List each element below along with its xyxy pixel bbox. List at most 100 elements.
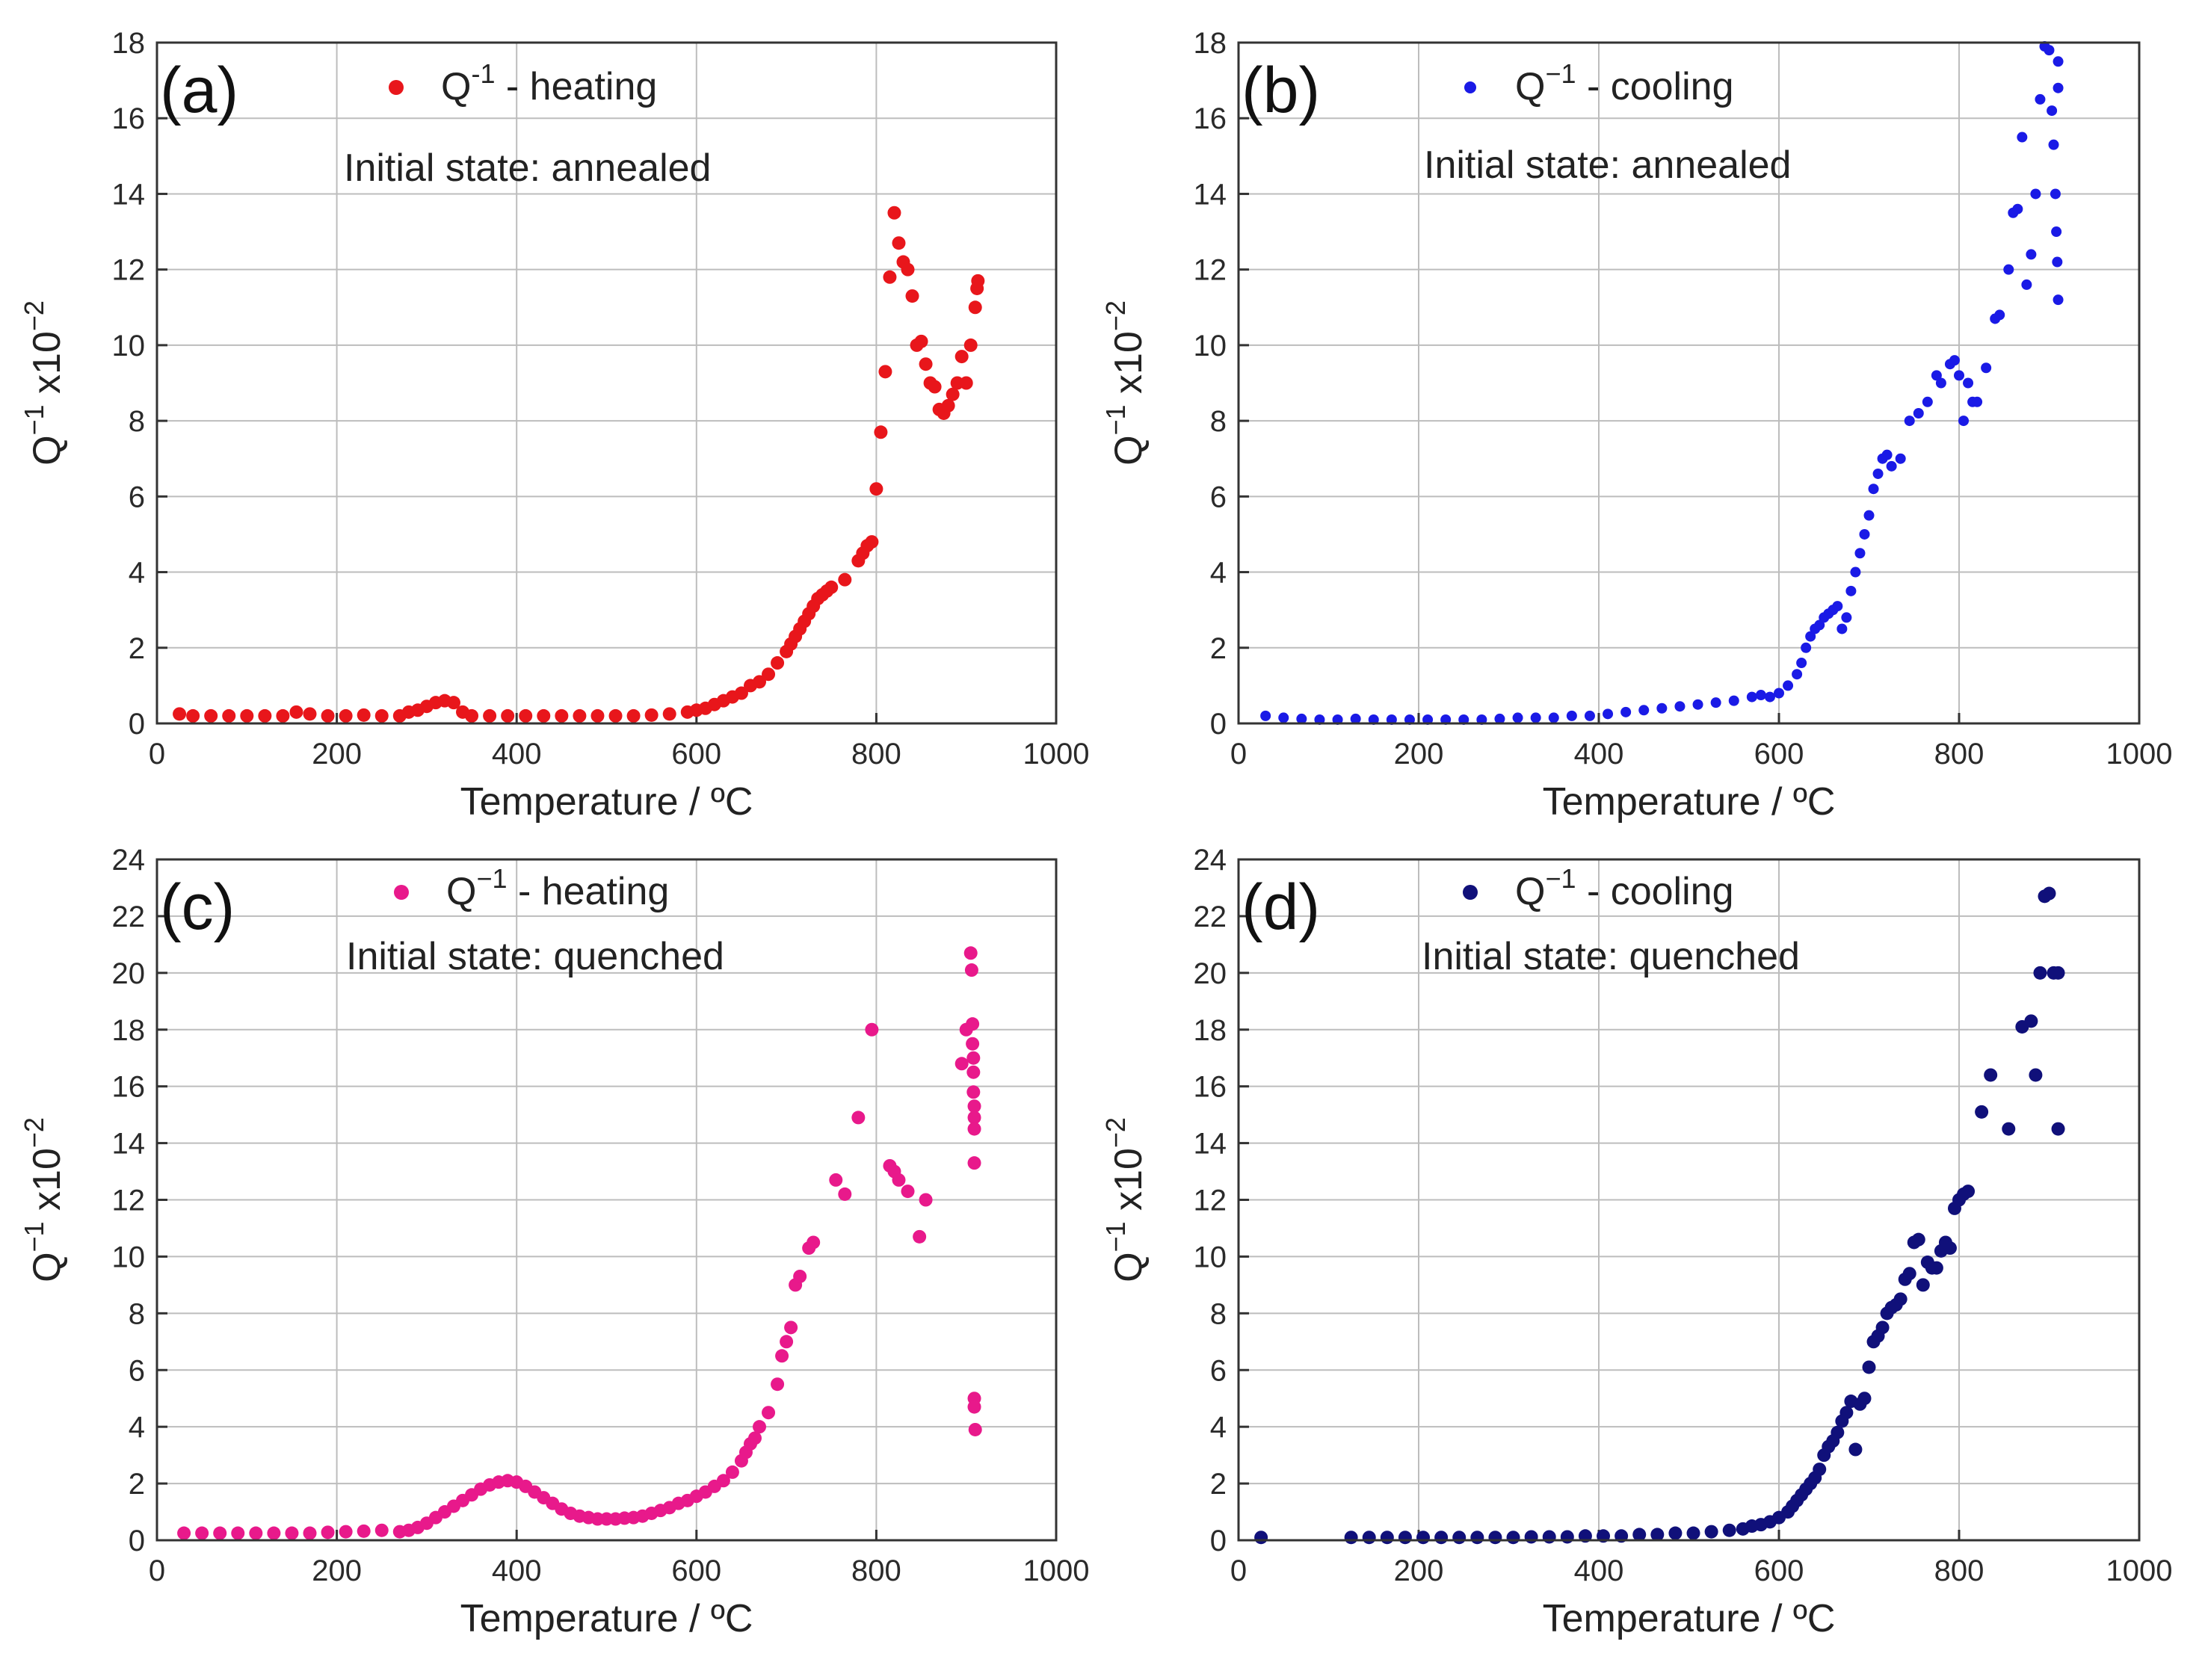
panel-label: (d) <box>1242 871 1320 943</box>
plot-frame <box>1237 41 2141 725</box>
data-point <box>1710 697 1721 708</box>
data-point <box>2003 264 2014 275</box>
data-point <box>339 708 353 723</box>
legend-text: Q <box>446 870 476 913</box>
data-point <box>1650 1528 1665 1542</box>
data-point <box>1638 705 1650 716</box>
legend-suffix: - cooling <box>1576 870 1734 913</box>
data-point <box>1686 1526 1700 1540</box>
data-series <box>173 206 985 723</box>
data-point <box>374 708 389 723</box>
data-point <box>963 338 978 352</box>
y-label-mult-sup: −2 <box>19 300 49 331</box>
y-tick-label: 4 <box>1210 1411 1227 1444</box>
data-point <box>1632 1528 1647 1542</box>
data-point <box>869 482 883 496</box>
x-tick-label: 600 <box>671 1554 721 1587</box>
data-point <box>1913 407 1924 419</box>
data-point <box>1862 1360 1876 1374</box>
data-point <box>966 1037 980 1051</box>
data-point <box>285 1526 299 1540</box>
x-axis-label: Temperature / ºC <box>460 780 753 824</box>
data-point <box>959 376 973 390</box>
y-tick-label: 10 <box>112 1241 146 1273</box>
data-point <box>913 1229 927 1244</box>
data-point <box>240 708 254 723</box>
data-point <box>608 708 623 723</box>
y-axis-label: Q−1 x10−2 <box>1100 1117 1150 1282</box>
data-point <box>1440 714 1452 725</box>
data-point <box>1488 1531 1502 1545</box>
data-point <box>2051 1122 2065 1136</box>
data-point <box>1380 1531 1394 1545</box>
y-tick-label: 14 <box>1194 178 1227 211</box>
data-point <box>919 357 933 371</box>
data-point <box>919 1193 933 1207</box>
data-point <box>941 398 955 413</box>
legend-label: Q−1 - cooling <box>1515 58 1734 108</box>
data-point <box>946 387 960 401</box>
data-point <box>1692 699 1703 710</box>
y-tick-label: 6 <box>1210 1354 1227 1387</box>
y-tick-label: 10 <box>1194 1241 1227 1273</box>
data-point <box>1863 510 1875 521</box>
data-point <box>838 572 852 587</box>
data-point <box>2051 966 2065 980</box>
data-point <box>716 1474 730 1488</box>
data-point <box>1764 691 1775 702</box>
data-point <box>1792 669 1803 680</box>
data-point <box>1813 1463 1827 1477</box>
data-point <box>357 1524 371 1538</box>
data-point <box>1922 396 1933 407</box>
data-point <box>838 1187 852 1201</box>
y-label-sup: −1 <box>1100 404 1131 435</box>
data-point <box>1254 1531 1268 1545</box>
data-point <box>204 708 218 723</box>
data-point <box>1603 708 1614 720</box>
data-point <box>374 1523 389 1537</box>
data-point <box>1668 1526 1683 1540</box>
data-point <box>1981 362 1992 374</box>
data-point <box>914 334 928 348</box>
data-point <box>954 1057 969 1071</box>
data-point <box>1886 460 1897 472</box>
x-axis-label: Temperature / ºC <box>1543 1597 1836 1640</box>
y-tick-label: 4 <box>1210 557 1227 590</box>
x-tick-label: 200 <box>312 1554 362 1587</box>
y-label-mult-sup: −2 <box>1100 300 1131 331</box>
data-point <box>2053 56 2064 67</box>
x-tick-label: 600 <box>1754 1554 1804 1587</box>
data-point <box>1949 355 1960 366</box>
x-axis-label: Temperature / ºC <box>1543 780 1836 824</box>
data-point <box>267 1526 281 1540</box>
legend-suffix: - cooling <box>1576 65 1734 108</box>
data-point <box>1458 714 1469 725</box>
y-tick-label: 20 <box>1194 957 1227 990</box>
data-point <box>186 708 200 723</box>
data-point <box>1566 710 1577 721</box>
x-tick-label: 400 <box>492 1554 542 1587</box>
data-point <box>753 675 767 689</box>
data-point <box>1560 1530 1574 1544</box>
data-point <box>1872 468 1884 479</box>
data-point <box>590 708 605 723</box>
data-point <box>1398 1531 1412 1545</box>
data-point <box>963 946 978 960</box>
legend-label: Q−1 - heating <box>446 863 669 913</box>
y-label-base: Q <box>1107 435 1150 465</box>
y-tick-label: 8 <box>129 405 145 438</box>
data-point <box>966 1085 981 1099</box>
y-axis-label: Q−1 x10−2 <box>1100 300 1150 466</box>
data-point <box>1963 377 1974 389</box>
data-point <box>1875 1321 1890 1335</box>
y-label-mult: x10 <box>25 331 69 404</box>
y-tick-label: 4 <box>129 557 145 590</box>
data-series <box>177 946 982 1540</box>
data-point <box>1296 713 1307 724</box>
legend-label: Q−1 - cooling <box>1515 863 1734 913</box>
data-point <box>1904 416 1915 427</box>
x-tick-label: 200 <box>1394 1554 1444 1587</box>
y-tick-label: 16 <box>112 102 146 135</box>
data-point <box>195 1526 209 1540</box>
